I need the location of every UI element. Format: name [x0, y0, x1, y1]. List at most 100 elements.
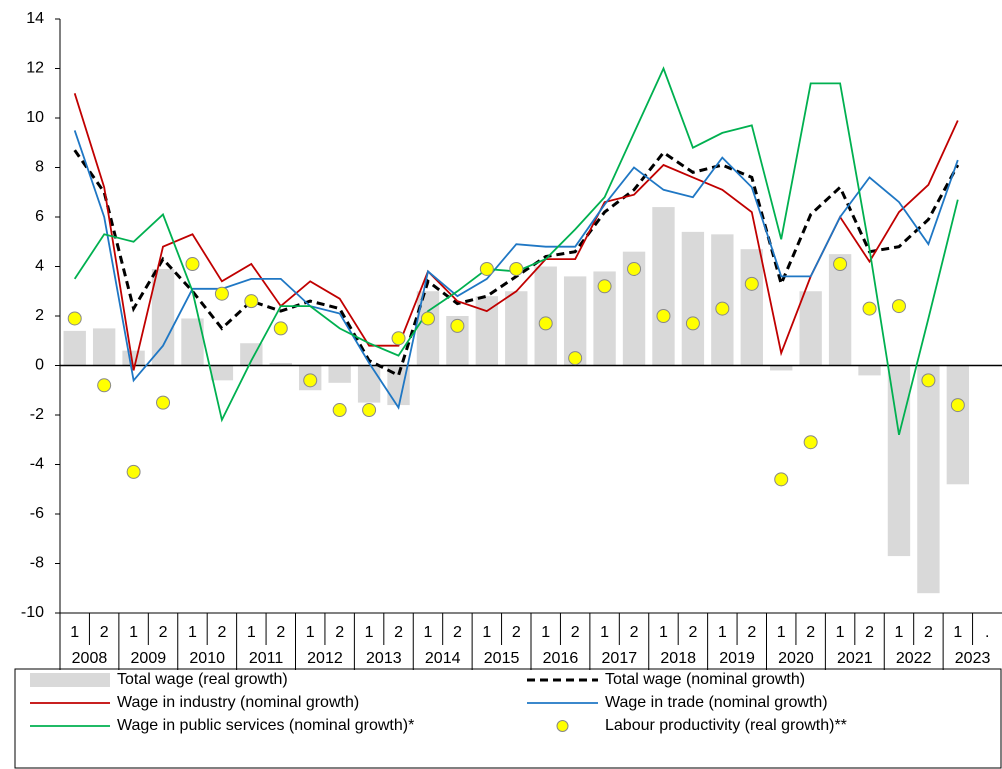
- legend-swatch: [556, 720, 569, 732]
- bar: [181, 318, 204, 366]
- dot: [538, 316, 553, 331]
- dot: [479, 261, 494, 276]
- year-label: 2021: [837, 650, 873, 667]
- legend-box: [14, 668, 1002, 769]
- year-label: 2023: [955, 650, 991, 667]
- dot: [627, 261, 642, 276]
- bar: [946, 365, 970, 485]
- y-tick-label: 14: [26, 10, 44, 27]
- x-tick-label: 1: [188, 624, 197, 641]
- x-tick-label: 2: [924, 624, 933, 641]
- year-label: 2012: [307, 650, 343, 667]
- year-label: 2020: [778, 650, 814, 667]
- x-tick-label: 1: [306, 624, 315, 641]
- y-tick-label: 8: [35, 159, 44, 176]
- bar: [858, 365, 881, 376]
- dot: [244, 294, 259, 309]
- y-tick-label: -2: [30, 406, 44, 423]
- y-tick-label: 0: [35, 357, 44, 374]
- x-tick-label: 1: [129, 624, 138, 641]
- bar: [534, 266, 557, 366]
- legend-label: Total wage (nominal growth): [605, 671, 805, 688]
- dot: [450, 318, 465, 333]
- x-tick-label: 2: [159, 624, 168, 641]
- bar: [711, 234, 734, 366]
- x-tick-label: 1: [777, 624, 786, 641]
- x-tick-label: 2: [630, 624, 639, 641]
- x-tick-label: 1: [247, 624, 256, 641]
- legend-label: Wage in industry (nominal growth): [117, 694, 359, 711]
- year-label: 2017: [602, 650, 638, 667]
- bar: [151, 268, 175, 366]
- dot: [420, 311, 435, 326]
- year-label: 2009: [131, 650, 167, 667]
- line: [73, 66, 959, 436]
- x-tick-label: 1: [482, 624, 491, 641]
- bar: [740, 249, 763, 366]
- year-label: 2016: [543, 650, 579, 667]
- year-label: 2014: [425, 650, 461, 667]
- dot: [273, 321, 288, 336]
- bar: [122, 350, 145, 366]
- dot: [332, 403, 347, 418]
- x-tick-label: .: [985, 624, 989, 641]
- dot: [891, 299, 906, 314]
- dot: [803, 435, 818, 450]
- x-tick-label: 1: [836, 624, 845, 641]
- dot: [833, 257, 848, 272]
- x-tick-label: 2: [865, 624, 874, 641]
- bar: [563, 276, 587, 366]
- y-tick-label: 12: [26, 60, 44, 77]
- year-label: 2008: [72, 650, 108, 667]
- x-tick-label: 2: [100, 624, 109, 641]
- dot: [126, 464, 141, 479]
- y-tick-label: -8: [30, 555, 44, 572]
- year-label: 2019: [719, 650, 755, 667]
- year-label: 2010: [189, 650, 225, 667]
- dot: [656, 309, 671, 323]
- bar: [770, 365, 793, 371]
- x-tick-label: 2: [806, 624, 815, 641]
- legend-label: Wage in trade (nominal growth): [605, 694, 828, 711]
- y-tick-label: 4: [35, 258, 44, 275]
- bar: [63, 330, 86, 366]
- bar: [622, 251, 646, 366]
- legend-swatch: [30, 673, 110, 687]
- bar: [416, 291, 440, 366]
- dot: [774, 472, 789, 487]
- y-tick-label: 6: [35, 208, 44, 225]
- bar: [357, 365, 381, 403]
- x-tick-label: 1: [365, 624, 374, 641]
- dot: [97, 378, 112, 393]
- bar: [652, 207, 675, 366]
- dot: [715, 301, 730, 316]
- dot: [921, 373, 936, 388]
- year-label: 2015: [484, 650, 520, 667]
- x-tick-label: 2: [512, 624, 521, 641]
- y-tick-label: -10: [21, 604, 44, 621]
- dot: [744, 276, 759, 291]
- dot: [67, 311, 82, 326]
- line: [73, 149, 960, 378]
- bar: [269, 363, 292, 366]
- dot: [509, 261, 524, 276]
- x-tick-label: 1: [953, 624, 962, 641]
- x-tick-label: 1: [895, 624, 904, 641]
- dot: [950, 398, 965, 413]
- bar: [593, 271, 616, 366]
- y-tick-label: -4: [30, 456, 44, 473]
- dot: [862, 301, 877, 316]
- y-tick-label: 10: [26, 109, 44, 126]
- year-label: 2022: [896, 650, 932, 667]
- bar: [917, 365, 940, 594]
- dot: [391, 331, 406, 346]
- dot: [362, 403, 377, 418]
- x-tick-label: 2: [217, 624, 226, 641]
- dot: [568, 351, 583, 366]
- bar: [92, 328, 116, 366]
- x-tick-label: 1: [659, 624, 668, 641]
- bar: [681, 231, 705, 366]
- bar: [210, 365, 234, 381]
- dot: [685, 316, 700, 331]
